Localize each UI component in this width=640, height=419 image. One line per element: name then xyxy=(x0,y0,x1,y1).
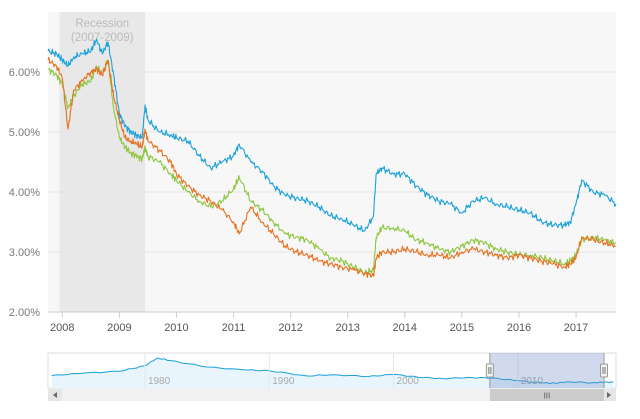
navigator-handle-right[interactable] xyxy=(600,353,608,388)
navigator-series-line xyxy=(51,357,614,385)
x-tick-label: 2017 xyxy=(564,322,588,334)
x-tick-label: 2013 xyxy=(335,322,359,334)
navigator-x-axis: 1980 1990 2000 2010 xyxy=(144,353,544,388)
recession-label: Recession xyxy=(75,18,129,30)
y-tick-label: 4.00% xyxy=(9,187,40,199)
x-tick-label: 2016 xyxy=(507,322,531,334)
handle-grip[interactable] xyxy=(485,363,494,378)
x-tick-label: 2011 xyxy=(222,322,246,334)
series-layer xyxy=(47,38,617,278)
navigator-tick-label: 1980 xyxy=(148,376,171,387)
x-tick-label: 2010 xyxy=(164,322,188,334)
x-axis: 2008 2009 2010 2011 2012 2013 2014 2015 2016 2017 xyxy=(50,312,588,334)
y-tick-label: 5.00% xyxy=(9,127,40,139)
handle-grip[interactable] xyxy=(600,363,608,378)
navigator-series-area xyxy=(51,358,614,388)
scroll-right-arrow-icon xyxy=(607,392,611,398)
scroll-left-arrow-icon xyxy=(53,392,57,398)
scrollbar[interactable]: III xyxy=(48,389,616,401)
navigator-tick-label: 2000 xyxy=(397,376,420,387)
navigator-handle-left[interactable] xyxy=(485,353,494,388)
x-tick-label: 2009 xyxy=(107,322,131,334)
navigator-tick-label: 1990 xyxy=(272,376,295,387)
recession-range-label: (2007-2009) xyxy=(71,32,134,44)
series-line-3 xyxy=(47,56,616,278)
x-tick-label: 2012 xyxy=(278,322,302,334)
navigator-selection[interactable] xyxy=(489,353,604,388)
x-tick-label: 2014 xyxy=(393,322,417,334)
series-line-2 xyxy=(47,59,617,275)
scrollbar-grip-icon: III xyxy=(544,392,551,401)
scrollbar-thumb[interactable] xyxy=(489,389,604,401)
scrollbar-track[interactable] xyxy=(48,389,616,401)
navigator[interactable]: 1980 1990 2000 2010 xyxy=(47,352,617,389)
recession-band xyxy=(59,12,146,312)
y-tick-label: 2.00% xyxy=(9,307,40,319)
y-tick-label: 6.00% xyxy=(9,67,40,79)
y-tick-label: 3.00% xyxy=(9,247,40,259)
navigator-tick-label: 2010 xyxy=(521,376,544,387)
x-tick-label: 2015 xyxy=(450,322,474,334)
y-axis: 2.00% 3.00% 4.00% 5.00% 6.00% xyxy=(9,67,40,319)
series-line-1 xyxy=(47,38,617,233)
x-tick-label: 2008 xyxy=(50,322,74,334)
